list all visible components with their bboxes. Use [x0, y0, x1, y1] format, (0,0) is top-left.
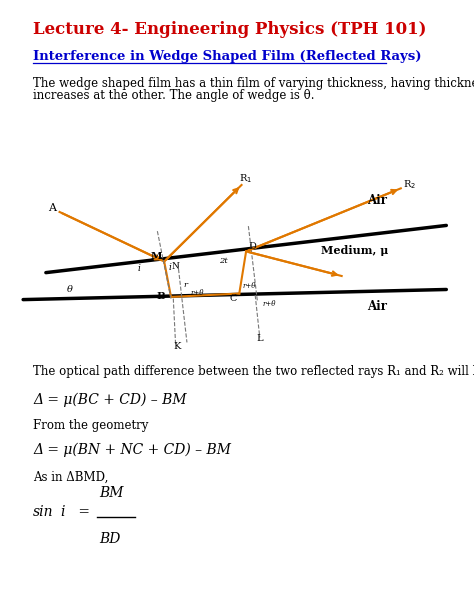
Text: N: N	[172, 262, 180, 272]
Text: The wedge shaped film has a thin film of varying thickness, having thickness zer: The wedge shaped film has a thin film of…	[33, 77, 474, 89]
Text: Air: Air	[367, 300, 387, 313]
Text: BD: BD	[100, 531, 121, 546]
Text: r+θ: r+θ	[243, 282, 256, 290]
Text: increases at the other. The angle of wedge is θ.: increases at the other. The angle of wed…	[33, 89, 315, 102]
Text: The optical path difference between the two reflected rays R₁ and R₂ will be: The optical path difference between the …	[33, 365, 474, 378]
Text: From the geometry: From the geometry	[33, 419, 148, 432]
Text: BM: BM	[100, 486, 124, 500]
Text: r: r	[184, 281, 188, 289]
Text: M: M	[151, 252, 162, 261]
Text: B: B	[156, 292, 165, 300]
Text: Air: Air	[367, 194, 387, 207]
Text: D: D	[248, 242, 256, 251]
Text: Δ = μ(BC + CD) – BM: Δ = μ(BC + CD) – BM	[33, 392, 187, 406]
Text: As in ΔBMD,: As in ΔBMD,	[33, 471, 109, 484]
Text: Lecture 4- Engineering Physics (TPH 101): Lecture 4- Engineering Physics (TPH 101)	[33, 21, 427, 39]
Text: L: L	[256, 335, 263, 343]
Text: A: A	[48, 203, 56, 213]
Text: C: C	[229, 294, 237, 303]
Text: θ: θ	[66, 285, 72, 294]
Text: r+θ: r+θ	[262, 300, 275, 308]
Text: R$_2$: R$_2$	[403, 178, 416, 191]
Text: sin: sin	[33, 504, 54, 519]
Text: K: K	[173, 342, 181, 351]
Text: i: i	[61, 504, 65, 519]
Text: r+θ: r+θ	[190, 289, 204, 297]
Text: Δ = μ(BN + NC + CD) – BM: Δ = μ(BN + NC + CD) – BM	[33, 443, 231, 457]
Text: i: i	[169, 263, 172, 272]
Text: R$_1$: R$_1$	[239, 173, 252, 185]
Text: Interference in Wedge Shaped Film (Reflected Rays): Interference in Wedge Shaped Film (Refle…	[33, 50, 422, 63]
Text: i: i	[138, 264, 141, 273]
Text: Medium, μ: Medium, μ	[321, 245, 389, 256]
Text: =: =	[73, 504, 94, 519]
Text: 2t: 2t	[219, 257, 228, 265]
